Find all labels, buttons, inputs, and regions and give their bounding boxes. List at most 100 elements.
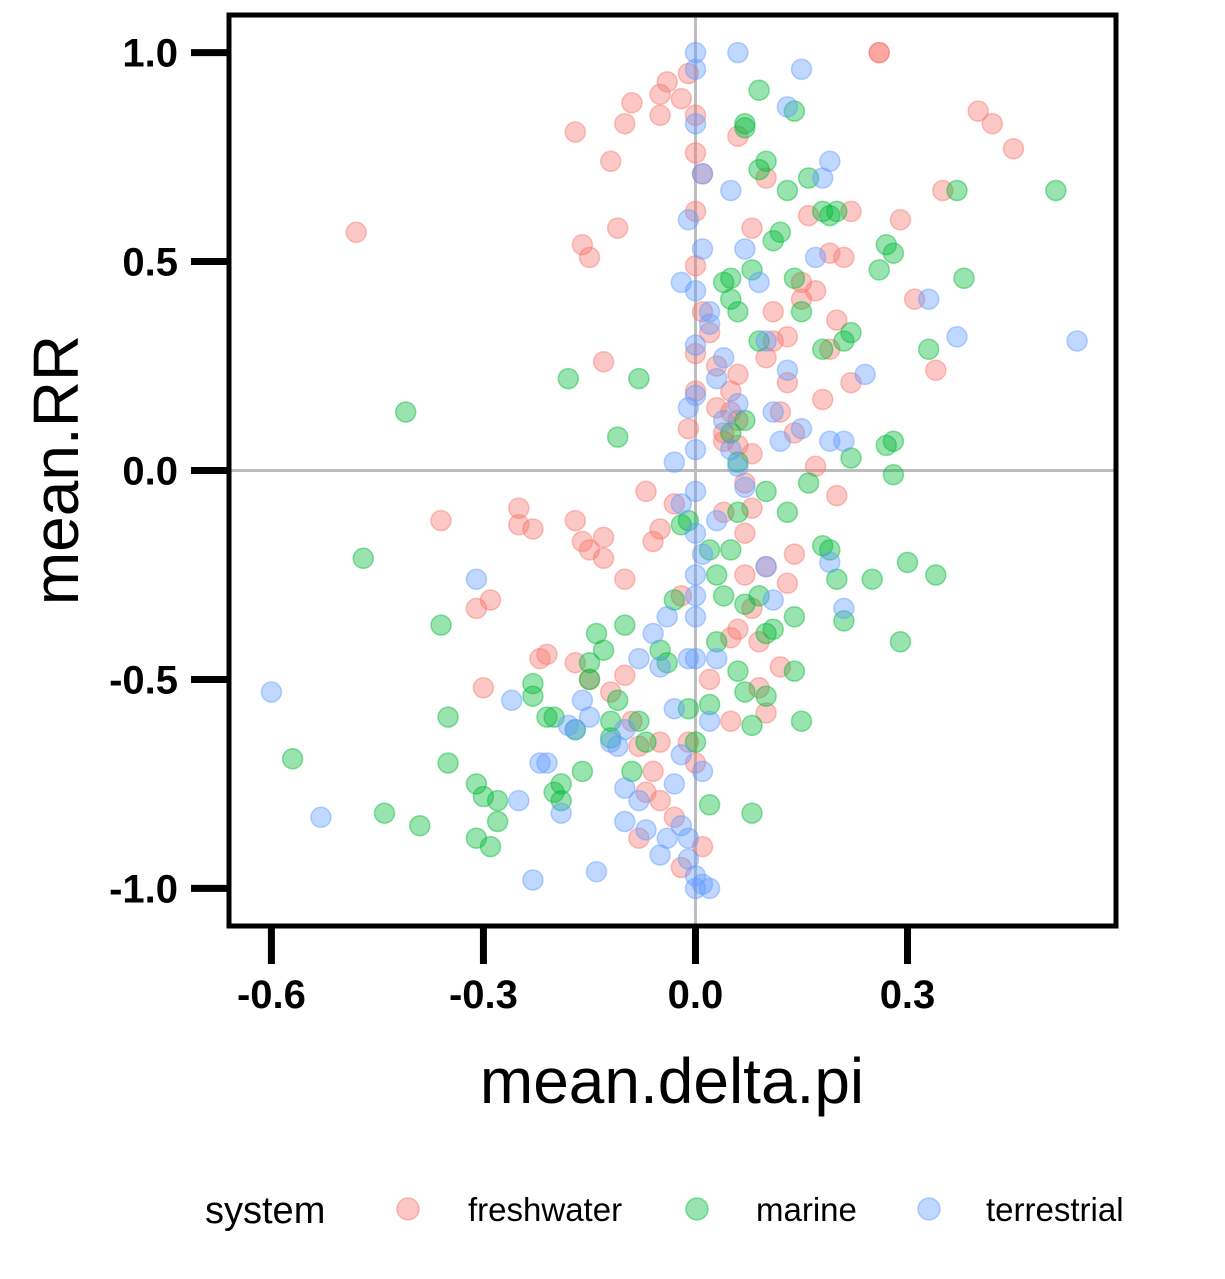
point-marine bbox=[437, 752, 459, 774]
point-terrestrial bbox=[529, 752, 551, 774]
point-terrestrial bbox=[663, 451, 686, 473]
point-terrestrial bbox=[755, 555, 777, 578]
point-freshwater bbox=[578, 539, 601, 561]
point-marine bbox=[557, 367, 580, 390]
point-terrestrial bbox=[776, 96, 799, 118]
point-marine bbox=[882, 463, 905, 486]
point-freshwater bbox=[769, 401, 792, 423]
point-freshwater bbox=[783, 422, 806, 444]
point-marine bbox=[826, 200, 848, 223]
point-terrestrial bbox=[790, 58, 813, 81]
point-terrestrial bbox=[614, 810, 636, 833]
point-terrestrial bbox=[677, 848, 700, 870]
point-terrestrial bbox=[684, 865, 707, 887]
point-freshwater bbox=[614, 664, 636, 687]
point-terrestrial bbox=[684, 564, 707, 586]
point-terrestrial bbox=[557, 714, 580, 737]
point-freshwater bbox=[621, 710, 643, 732]
point-freshwater bbox=[741, 217, 763, 239]
point-freshwater bbox=[649, 789, 671, 812]
y-tick-label: 0.0 bbox=[122, 450, 178, 494]
point-freshwater bbox=[592, 351, 615, 373]
point-freshwater bbox=[741, 597, 763, 620]
point-marine bbox=[755, 685, 777, 707]
point-marine bbox=[606, 689, 629, 712]
x-axis-title: mean.delta.pi bbox=[480, 1045, 864, 1117]
y-tick-label: -1.0 bbox=[109, 867, 178, 911]
point-marine bbox=[409, 814, 431, 837]
point-marine bbox=[698, 539, 721, 561]
point-terrestrial bbox=[819, 430, 841, 452]
point-freshwater bbox=[819, 242, 841, 264]
point-marine bbox=[861, 568, 883, 590]
point-marine bbox=[727, 501, 749, 524]
point-freshwater bbox=[691, 300, 714, 323]
point-marine bbox=[734, 112, 756, 135]
point-terrestrial bbox=[698, 877, 721, 900]
point-terrestrial bbox=[833, 430, 855, 452]
point-freshwater bbox=[571, 530, 594, 553]
point-marine bbox=[776, 179, 799, 202]
point-marine bbox=[281, 748, 304, 770]
point-freshwater bbox=[712, 422, 735, 444]
point-terrestrial bbox=[684, 647, 707, 670]
point-terrestrial bbox=[649, 844, 671, 866]
point-marine bbox=[592, 639, 615, 661]
point-terrestrial bbox=[663, 697, 686, 720]
point-marine bbox=[840, 447, 862, 469]
legend-title: system bbox=[205, 1190, 325, 1232]
point-terrestrial bbox=[712, 409, 735, 432]
point-terrestrial bbox=[833, 597, 855, 620]
point-freshwater bbox=[635, 480, 657, 503]
point-marine bbox=[628, 367, 650, 390]
point-terrestrial bbox=[691, 238, 714, 260]
point-terrestrial bbox=[599, 731, 622, 753]
point-freshwater bbox=[981, 112, 1004, 135]
point-marine bbox=[819, 204, 841, 227]
point-terrestrial bbox=[684, 585, 707, 607]
point-freshwater bbox=[628, 827, 650, 849]
point-freshwater bbox=[698, 668, 721, 691]
point-freshwater bbox=[932, 179, 954, 202]
point-terrestrial bbox=[500, 689, 523, 712]
point-terrestrial bbox=[310, 806, 332, 829]
point-terrestrial bbox=[635, 819, 657, 841]
point-terrestrial bbox=[684, 480, 707, 503]
point-terrestrial bbox=[260, 681, 283, 703]
point-freshwater bbox=[691, 163, 714, 185]
point-marine bbox=[543, 781, 565, 804]
point-terrestrial bbox=[571, 689, 594, 712]
point-freshwater bbox=[790, 288, 813, 310]
point-marine bbox=[882, 242, 905, 264]
point-marine bbox=[748, 585, 770, 607]
point-freshwater bbox=[698, 321, 721, 344]
point-terrestrial bbox=[705, 647, 728, 670]
legend-label-marine: marine bbox=[756, 1191, 857, 1228]
point-freshwater bbox=[628, 735, 650, 758]
point-freshwater bbox=[536, 643, 558, 666]
y-tick-label: 1.0 bbox=[122, 32, 178, 76]
point-terrestrial bbox=[670, 814, 693, 837]
point-marine bbox=[550, 789, 572, 812]
point-marine bbox=[628, 710, 650, 732]
point-marine bbox=[606, 426, 629, 448]
point-terrestrial bbox=[734, 476, 756, 498]
point-freshwater bbox=[720, 380, 742, 402]
point-freshwater bbox=[783, 543, 806, 565]
point-marine bbox=[783, 660, 806, 682]
point-freshwater bbox=[345, 221, 367, 244]
point-freshwater bbox=[755, 555, 777, 578]
point-freshwater bbox=[465, 597, 488, 620]
point-marine bbox=[522, 672, 544, 695]
point-marine bbox=[811, 200, 834, 223]
point-freshwater bbox=[840, 371, 862, 394]
point-marine bbox=[430, 614, 452, 636]
point-marine bbox=[599, 710, 622, 732]
point-marine bbox=[677, 509, 700, 532]
point-freshwater bbox=[684, 752, 707, 774]
point-freshwater bbox=[720, 710, 742, 732]
x-tick-label: -0.6 bbox=[237, 973, 306, 1017]
point-marine bbox=[578, 668, 601, 691]
point-marine bbox=[790, 710, 813, 732]
